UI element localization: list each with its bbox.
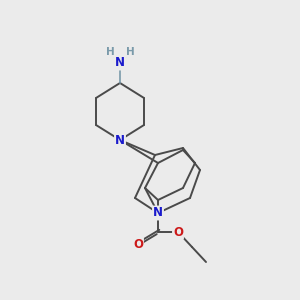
Text: O: O xyxy=(173,226,183,238)
Text: N: N xyxy=(115,56,125,70)
Text: O: O xyxy=(133,238,143,250)
Text: H: H xyxy=(126,47,134,57)
Text: N: N xyxy=(153,206,163,220)
Text: H: H xyxy=(106,47,114,57)
Text: N: N xyxy=(115,134,125,146)
